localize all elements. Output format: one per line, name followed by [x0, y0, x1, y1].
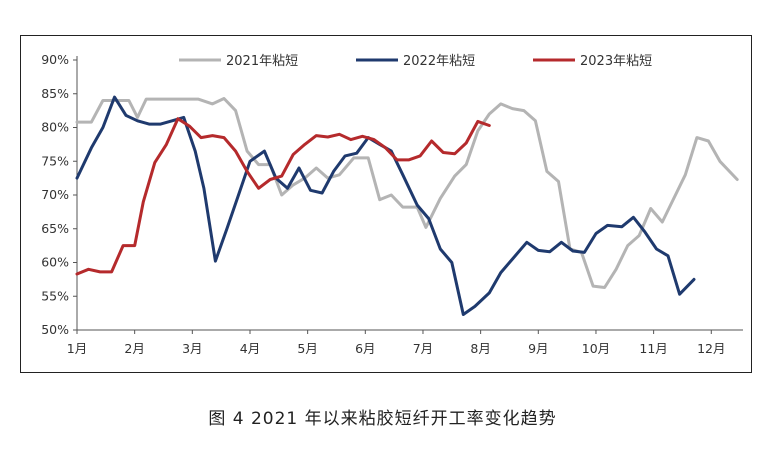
x-tick-label: 9月	[528, 341, 548, 356]
line-chart: 50% 55% 60% 65% 70% 75% 80% 85% 90% 1月 2月 3月 4月 5月 6月 7…	[41, 52, 743, 356]
y-tick-label: 60%	[41, 255, 69, 270]
x-tick-label: 7月	[413, 341, 433, 356]
x-tick-label: 3月	[182, 341, 202, 356]
x-tick-label: 12月	[697, 341, 725, 356]
y-tick-label: 90%	[41, 52, 69, 67]
y-tick-label: 75%	[41, 153, 69, 168]
series-line-2	[75, 95, 696, 316]
x-tick-label: 5月	[297, 341, 317, 356]
y-tick-label: 50%	[41, 322, 69, 337]
y-tick-label: 70%	[41, 187, 69, 202]
legend-label-3: 2023年粘短	[580, 54, 652, 69]
series-line-3	[75, 117, 491, 276]
y-tick-label: 80%	[41, 120, 69, 135]
x-tick-label: 10月	[582, 341, 610, 356]
series-line-1	[75, 97, 739, 289]
x-tick-label: 2月	[124, 341, 144, 356]
x-tick-label: 4月	[240, 341, 260, 356]
y-tick-label: 65%	[41, 221, 69, 236]
x-tick-label: 1月	[67, 341, 87, 356]
figure-caption: 图 4 2021 年以来粘胶短纤开工率变化趋势	[208, 409, 557, 429]
legend-label-2: 2022年粘短	[403, 54, 475, 69]
x-tick-label: 8月	[470, 341, 490, 356]
y-tick-label: 85%	[41, 86, 69, 101]
x-tick-label: 6月	[355, 341, 375, 356]
legend-label-1: 2021年粘短	[226, 54, 298, 69]
chart-frame: 50% 55% 60% 65% 70% 75% 80% 85% 90% 1月 2月 3月 4月 5月 6月 7…	[20, 35, 752, 373]
y-tick-label: 55%	[41, 288, 69, 303]
x-tick-label: 11月	[639, 341, 667, 356]
